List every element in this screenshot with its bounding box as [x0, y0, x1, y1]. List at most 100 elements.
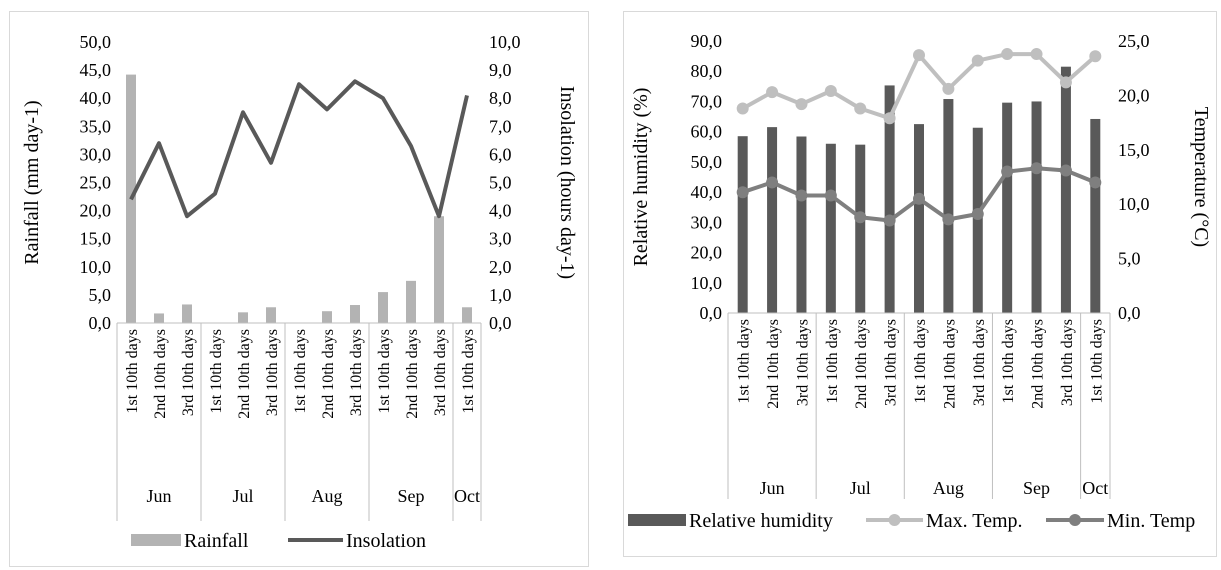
legend-swatch-rainfall — [131, 534, 181, 546]
x-group-label: Sep — [398, 486, 425, 506]
bar-rainfall-5 — [266, 307, 276, 323]
x-category-label: 2nd 10th days — [765, 319, 782, 409]
humidity-temperature-chart: 0,0 10,0 20,0 30,0 40,0 50,0 60,0 70,0 80,0 90,0 0… — [623, 11, 1217, 557]
bar-rainfall-4 — [238, 312, 248, 323]
y-tick-label: 70,0 — [691, 91, 723, 111]
point-max-temp--4 — [854, 102, 867, 115]
x-category-label: 1st 10th days — [208, 329, 225, 413]
series-line-max-temp- — [741, 52, 1097, 121]
x-category-label: 1st 10th days — [736, 319, 753, 403]
x-group-label: Aug — [933, 478, 964, 498]
bar-relative-humidity-11 — [1060, 66, 1071, 313]
y2-tick-label: 8,0 — [489, 88, 512, 108]
y-tick-label: 30,0 — [80, 144, 112, 164]
bar-rainfall-10 — [406, 280, 416, 323]
y-tick-label: 50,0 — [691, 152, 723, 172]
x-category-label: 3rd 10th days — [180, 329, 197, 416]
bar-relative-humidity-6 — [914, 124, 924, 313]
y2-tick-label: 2,0 — [489, 257, 512, 277]
point-max-temp--8 — [971, 54, 984, 67]
y2-tick-label: 0,0 — [489, 313, 512, 333]
point-max-temp--11 — [1059, 76, 1072, 89]
bar-rainfall-7 — [322, 311, 332, 323]
y2-axis-title: Insolation (hours day-1) — [556, 86, 578, 279]
x-group-label: Aug — [312, 486, 343, 506]
legend-label: Max. Temp. — [926, 510, 1023, 532]
y2-axis-title: Temperature (°C) — [1190, 107, 1212, 247]
x-group-label: Oct — [1082, 478, 1108, 498]
x-category-label: 2nd 10th days — [236, 329, 253, 419]
bar-relative-humidity-7 — [943, 99, 954, 313]
bar-rainfall-2 — [182, 304, 192, 323]
bar-rainfall-12 — [462, 307, 472, 323]
x-category-label: 3rd 10th days — [883, 319, 900, 406]
y2-tick-label: 10,0 — [489, 32, 521, 52]
y-tick-label: 20,0 — [691, 243, 723, 263]
bar-relative-humidity-9 — [1002, 102, 1013, 313]
bar-rainfall-11 — [434, 216, 444, 323]
rainfall-insolation-svg: 0,0 5,0 10,0 15,0 20,0 25,0 30,0 35,0 40,0 45,0 50… — [21, 32, 578, 552]
x-category-label: 2nd 10th days — [320, 329, 337, 419]
y2-tick-label: 4,0 — [489, 201, 512, 221]
y-tick-label: 60,0 — [691, 122, 723, 142]
x-category-label: 2nd 10th days — [853, 319, 870, 409]
y-tick-label: 45,0 — [80, 60, 112, 80]
point-max-temp--9 — [1001, 48, 1014, 61]
point-max-temp--1 — [766, 86, 779, 99]
point-max-temp--2 — [795, 98, 808, 111]
point-min-temp-7 — [942, 213, 955, 226]
x-group-label: Jun — [146, 486, 171, 506]
x-category-label: 2nd 10th days — [1030, 319, 1047, 409]
y-tick-label: 40,0 — [80, 88, 112, 108]
bar-rainfall-1 — [154, 313, 164, 323]
y-tick-label: 10,0 — [80, 257, 112, 277]
x-category-label: 3rd 10th days — [432, 329, 449, 416]
y-tick-label: 5,0 — [89, 285, 112, 305]
x-category-label: 1st 10th days — [292, 329, 309, 413]
y-tick-label: 35,0 — [80, 116, 112, 136]
y-tick-label: 0,0 — [700, 303, 723, 323]
bar-relative-humidity-0 — [737, 136, 748, 313]
y2-tick-label: 5,0 — [1118, 249, 1141, 269]
legend-label: Min. Temp — [1107, 510, 1195, 532]
x-category-label: 1st 10th days — [912, 319, 929, 403]
x-category-label: 1st 10th days — [376, 329, 393, 413]
x-category-label: 2nd 10th days — [404, 329, 421, 419]
x-group-label: Jun — [760, 478, 785, 498]
bar-relative-humidity-5 — [884, 85, 895, 313]
point-max-temp--6 — [913, 49, 925, 62]
x-category-label: 1st 10th days — [1088, 319, 1105, 403]
y2-tick-label: 10,0 — [1118, 194, 1150, 214]
legend-marker-max-temp- — [888, 514, 901, 526]
point-min-temp-12 — [1089, 176, 1102, 189]
x-group-label: Oct — [454, 486, 480, 506]
legend-label: Rainfall — [184, 530, 249, 552]
x-category-label: 3rd 10th days — [1059, 319, 1076, 406]
x-category-label: 3rd 10th days — [348, 329, 365, 416]
bar-relative-humidity-4 — [855, 144, 866, 313]
point-max-temp--0 — [736, 102, 749, 115]
legend-swatch-relative-humidity — [628, 514, 686, 526]
y-axis-title: Rainfall (mm day-1) — [21, 100, 43, 264]
y2-tick-label: 5,0 — [489, 173, 512, 193]
bar-relative-humidity-10 — [1031, 101, 1042, 313]
x-category-label: 3rd 10th days — [794, 319, 811, 406]
x-category-label: 1st 10th days — [460, 329, 477, 413]
x-category-label: 3rd 10th days — [971, 319, 988, 406]
point-max-temp--10 — [1030, 48, 1043, 61]
bar-relative-humidity-1 — [767, 127, 778, 313]
point-min-temp-4 — [854, 211, 867, 224]
x-category-label: 1st 10th days — [1000, 319, 1017, 403]
bar-relative-humidity-12 — [1090, 118, 1101, 314]
y-tick-label: 20,0 — [80, 201, 112, 221]
legend-label: Insolation — [346, 530, 426, 552]
y-tick-label: 25,0 — [80, 173, 112, 193]
humidity-temperature-svg: 0,0 10,0 20,0 30,0 40,0 50,0 60,0 70,0 80,0 90,0 0… — [628, 31, 1212, 532]
x-group-label: Jul — [850, 478, 871, 498]
y2-tick-label: 7,0 — [489, 116, 512, 136]
point-min-temp-2 — [795, 189, 808, 202]
y-tick-label: 0,0 — [89, 313, 112, 333]
point-max-temp--12 — [1089, 50, 1102, 63]
y-tick-label: 30,0 — [691, 212, 723, 232]
y-tick-label: 40,0 — [691, 182, 723, 202]
